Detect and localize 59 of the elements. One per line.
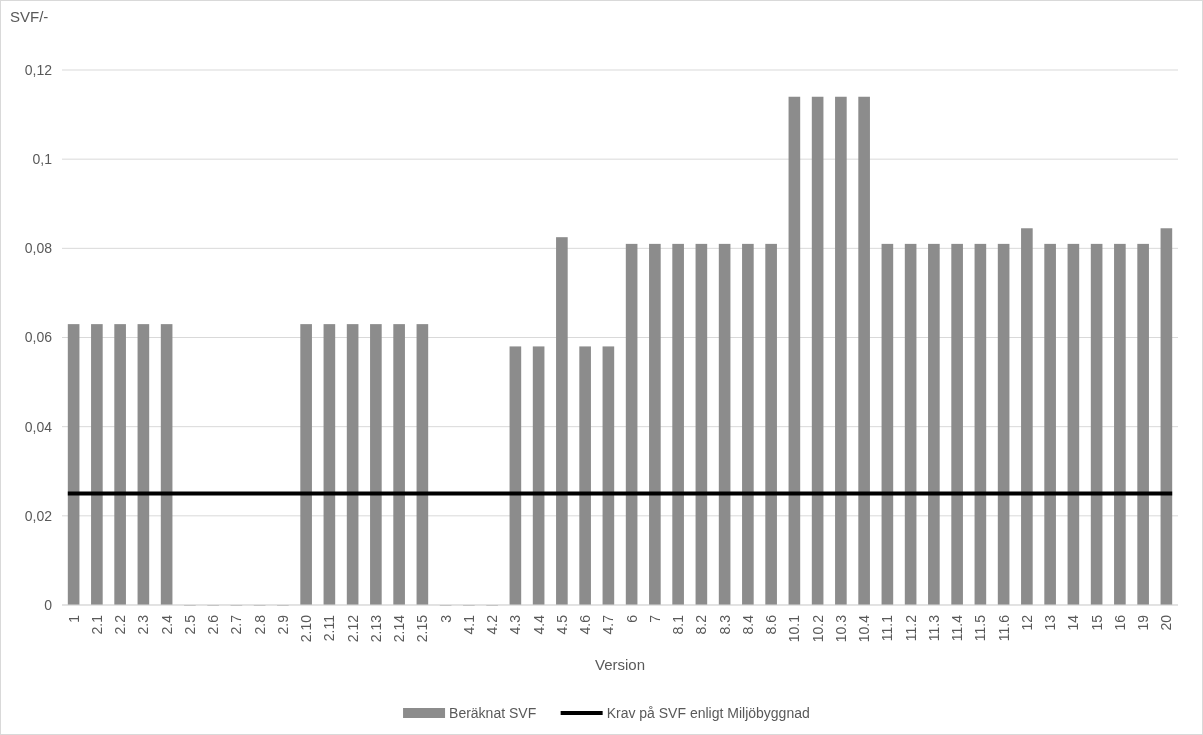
x-tick-label: 2.8: [251, 614, 268, 635]
x-tick-label: 16: [1111, 614, 1128, 631]
y-tick-label: 0,1: [32, 151, 53, 168]
x-tick-label: 11.1: [879, 614, 896, 642]
x-tick-label: 2.4: [158, 614, 175, 635]
x-tick-label: 14: [1065, 614, 1082, 631]
x-tick-label: 11.3: [925, 614, 942, 642]
x-tick-label: 6: [623, 614, 640, 623]
x-tick-label: 8.3: [716, 614, 733, 635]
y-tick-label: 0,12: [24, 61, 53, 78]
x-tick-label: 4.1: [460, 614, 477, 635]
x-tick-label: 2.11: [321, 614, 338, 642]
x-tick-label: 19: [1135, 614, 1152, 631]
x-tick-label: 11.5: [972, 614, 989, 642]
x-tick-label: 4.7: [600, 614, 617, 635]
x-tick-label: 2.7: [228, 614, 245, 635]
x-tick-label: 2.2: [112, 614, 129, 635]
x-axis-title: Version: [594, 656, 646, 673]
x-tick-label: 2.6: [205, 614, 222, 635]
x-tick-label: 4.4: [530, 614, 547, 635]
x-tick-label: 15: [1088, 614, 1105, 631]
x-tick-label: 2.14: [391, 614, 408, 643]
x-tick-label: 8.2: [693, 614, 710, 635]
x-tick-label: 11.6: [995, 614, 1012, 642]
x-tick-label: 8.1: [670, 614, 687, 635]
x-tick-label: 2.10: [298, 614, 315, 643]
x-tick-label: 4.6: [577, 614, 594, 635]
y-tick-label: 0,06: [24, 329, 53, 346]
x-tick-label: 10.2: [809, 614, 826, 643]
x-tick-label: 7: [646, 614, 663, 623]
x-tick-label: 8.6: [763, 614, 780, 635]
x-tick-label: 4.3: [507, 614, 524, 635]
x-tick-label: 2.12: [344, 614, 361, 643]
legend-label: Beräknat SVF: [449, 704, 537, 721]
x-tick-label: 11.4: [949, 614, 966, 642]
x-tick-label: 2.15: [414, 614, 431, 643]
x-tick-label: 12: [1018, 614, 1035, 631]
legend-label: Krav på SVF enligt Miljöbyggnad: [606, 704, 810, 721]
x-tick-label: 4.2: [484, 614, 501, 635]
x-tick-label: 2.9: [274, 614, 291, 635]
y-axis-title: SVF/-: [10, 8, 49, 25]
y-tick-label: 0: [44, 596, 53, 613]
y-tick-label: 0,08: [24, 240, 53, 257]
x-tick-label: 4.5: [553, 614, 570, 635]
y-tick-label: 0,02: [24, 507, 53, 524]
x-tick-label: 2.3: [135, 614, 152, 635]
x-tick-label: 8.4: [739, 614, 756, 635]
x-tick-label: 1: [65, 614, 82, 623]
x-tick-label: 10.3: [832, 614, 849, 643]
x-tick-label: 13: [1042, 614, 1059, 631]
x-tick-label: 2.5: [181, 614, 198, 635]
x-tick-label: 3: [437, 614, 454, 623]
x-tick-label: 20: [1158, 614, 1175, 631]
x-tick-label: 2.1: [88, 614, 105, 635]
x-tick-label: 10.4: [856, 614, 873, 643]
x-tick-label: 11.2: [902, 614, 919, 642]
y-tick-label: 0,04: [24, 418, 53, 435]
x-tick-label: 2.13: [367, 614, 384, 643]
x-tick-label: 10.1: [786, 614, 803, 643]
